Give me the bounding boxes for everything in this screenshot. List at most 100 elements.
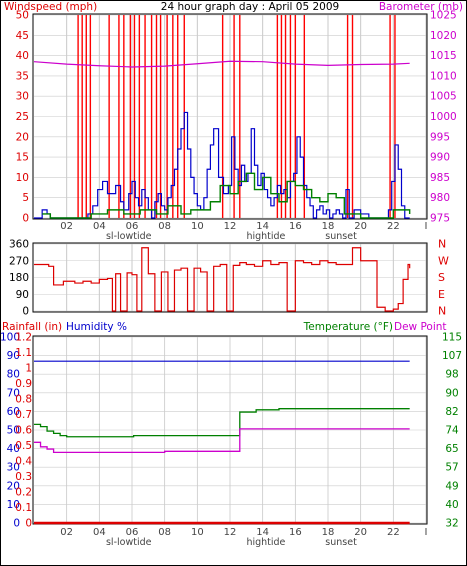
wind-annotation: sunset bbox=[325, 231, 357, 242]
humidity-tick-label: 70 bbox=[7, 387, 20, 399]
dewpoint-line bbox=[34, 428, 410, 454]
rain-tick-label: 0.8 bbox=[15, 394, 32, 406]
temperature-tick-label: 90 bbox=[445, 387, 458, 399]
humidity-tick-label: 0 bbox=[13, 518, 20, 530]
rain-x-tick-label: 20 bbox=[354, 527, 367, 538]
rain-x-tick-label: 02 bbox=[60, 527, 73, 538]
temperature-tick-label: 40 bbox=[445, 499, 458, 511]
temperature-tick-label: 82 bbox=[445, 406, 458, 418]
rain-annotation: sunset bbox=[325, 537, 357, 548]
rain-tick-label: 1.1 bbox=[15, 347, 32, 359]
direction-panel-box bbox=[32, 242, 428, 313]
direction-tick-label: 0 bbox=[22, 306, 29, 318]
wind-green-line bbox=[42, 172, 411, 219]
rain-x-tick-label: 22 bbox=[387, 527, 400, 538]
rain-tick-label: 0.1 bbox=[15, 502, 32, 514]
wind-x-tick-label: 14 bbox=[256, 221, 269, 232]
direction-tick-label: 270 bbox=[9, 255, 29, 267]
windspeed-title: Windspeed (mph) bbox=[4, 1, 97, 13]
windspeed-tick-label: 25 bbox=[16, 111, 29, 123]
humidity-tick-label: 100 bbox=[0, 332, 20, 344]
wind-x-tick-label: 08 bbox=[158, 221, 171, 232]
rain-x-tick-label: I bbox=[425, 527, 428, 538]
rain-tick-label: 0.4 bbox=[15, 456, 32, 468]
wind-annotation: sl-lowtide bbox=[106, 231, 152, 242]
barometer-tick-label: 1020 bbox=[430, 30, 457, 42]
windspeed-tick-label: 20 bbox=[16, 131, 29, 143]
humidity-tick-label: 90 bbox=[7, 350, 20, 362]
rain-x-tick-label: 18 bbox=[322, 527, 335, 538]
wind-x-tick-label: 06 bbox=[126, 221, 139, 232]
temperature-tick-label: 32 bbox=[445, 518, 458, 530]
wind-x-tick-label: 02 bbox=[60, 221, 73, 232]
compass-label: W bbox=[438, 254, 449, 267]
windspeed-line bbox=[34, 111, 410, 219]
windspeed-tick-label: 30 bbox=[16, 91, 29, 103]
wind-x-tick-label: 16 bbox=[289, 221, 302, 232]
wind-x-tick-label: 18 bbox=[322, 221, 335, 232]
rain-x-tick-label: 14 bbox=[256, 527, 269, 538]
rain-x-tick-label: 12 bbox=[224, 527, 237, 538]
windspeed-tick-label: 35 bbox=[16, 70, 29, 82]
humidity-tick-label: 80 bbox=[7, 369, 20, 381]
windspeed-tick-label: 10 bbox=[16, 172, 29, 184]
graph-title: 24 hour graph day : April 05 2009 bbox=[161, 1, 339, 13]
wind-panel-box bbox=[32, 13, 428, 220]
rain-tick-label: 0.2 bbox=[15, 487, 32, 499]
rain-tick-label: 0 bbox=[25, 518, 32, 530]
dewpoint-title: Dew Point bbox=[394, 321, 447, 333]
compass-label: N bbox=[438, 238, 446, 251]
rain-annotation: sl-lowtide bbox=[106, 537, 152, 548]
wind-x-tick-label: 22 bbox=[387, 221, 400, 232]
barometer-tick-label: 1000 bbox=[430, 111, 457, 123]
windspeed-tick-label: 40 bbox=[16, 50, 29, 62]
rain-tick-label: 0.7 bbox=[15, 409, 32, 421]
humidity-tick-label: 50 bbox=[7, 425, 20, 437]
wind-x-tick-label: 20 bbox=[354, 221, 367, 232]
rain-x-tick-label: 04 bbox=[93, 527, 106, 538]
wind-x-tick-label: 10 bbox=[191, 221, 204, 232]
direction-tick-label: 180 bbox=[9, 272, 29, 284]
barometer-title: Barometer (mb) bbox=[379, 1, 463, 13]
humidity-tick-label: 20 bbox=[7, 480, 20, 492]
barometer-tick-label: 1005 bbox=[430, 91, 457, 103]
humidity-tick-label: 30 bbox=[7, 462, 20, 474]
humidity-tick-label: 60 bbox=[7, 406, 20, 418]
rain-tick-label: 0.3 bbox=[15, 471, 32, 483]
humidity-title: Humidity % bbox=[66, 321, 127, 333]
temperature-tick-label: 107 bbox=[442, 350, 462, 362]
barometer-tick-label: 985 bbox=[430, 172, 450, 184]
rain-x-tick-label: 06 bbox=[126, 527, 139, 538]
rain-x-tick-label: 08 bbox=[158, 527, 171, 538]
rain-x-tick-label: 16 bbox=[289, 527, 302, 538]
humidity-tick-label: 40 bbox=[7, 443, 20, 455]
windspeed-tick-label: 15 bbox=[16, 152, 29, 164]
windspeed-tick-label: 45 bbox=[16, 30, 29, 42]
direction-tick-label: 90 bbox=[16, 289, 29, 301]
wind-annotation: hightide bbox=[246, 231, 285, 242]
temperature-tick-label: 115 bbox=[442, 332, 462, 344]
temperature-tick-label: 74 bbox=[445, 425, 459, 437]
rain-tick-label: 0.9 bbox=[15, 378, 32, 390]
temperature-tick-label: 49 bbox=[445, 480, 458, 492]
windspeed-tick-label: 5 bbox=[22, 192, 29, 204]
temperature-tick-label: 98 bbox=[445, 369, 458, 381]
barometer-tick-label: 1015 bbox=[430, 50, 457, 62]
direction-tick-label: 360 bbox=[9, 239, 29, 251]
temperature-tick-label: 65 bbox=[445, 443, 458, 455]
wind-x-tick-label: 04 bbox=[93, 221, 106, 232]
rain-tick-label: 0.5 bbox=[15, 440, 32, 452]
barometer-tick-label: 1010 bbox=[430, 70, 457, 82]
rain-x-tick-label: 10 bbox=[191, 527, 204, 538]
rain-tick-label: 0.6 bbox=[15, 425, 32, 437]
rain-tick-label: 1.2 bbox=[15, 332, 32, 344]
temperature-line bbox=[34, 408, 410, 438]
humidity-tick-label: 10 bbox=[7, 499, 20, 511]
compass-label: S bbox=[438, 271, 445, 284]
temperature-title: Temperature (°F) bbox=[303, 321, 393, 333]
rain-annotation: hightide bbox=[246, 537, 285, 548]
wind-x-tick-label: I bbox=[425, 221, 428, 232]
wind-x-tick-label: 12 bbox=[224, 221, 237, 232]
barometer-tick-label: 975 bbox=[430, 213, 450, 225]
